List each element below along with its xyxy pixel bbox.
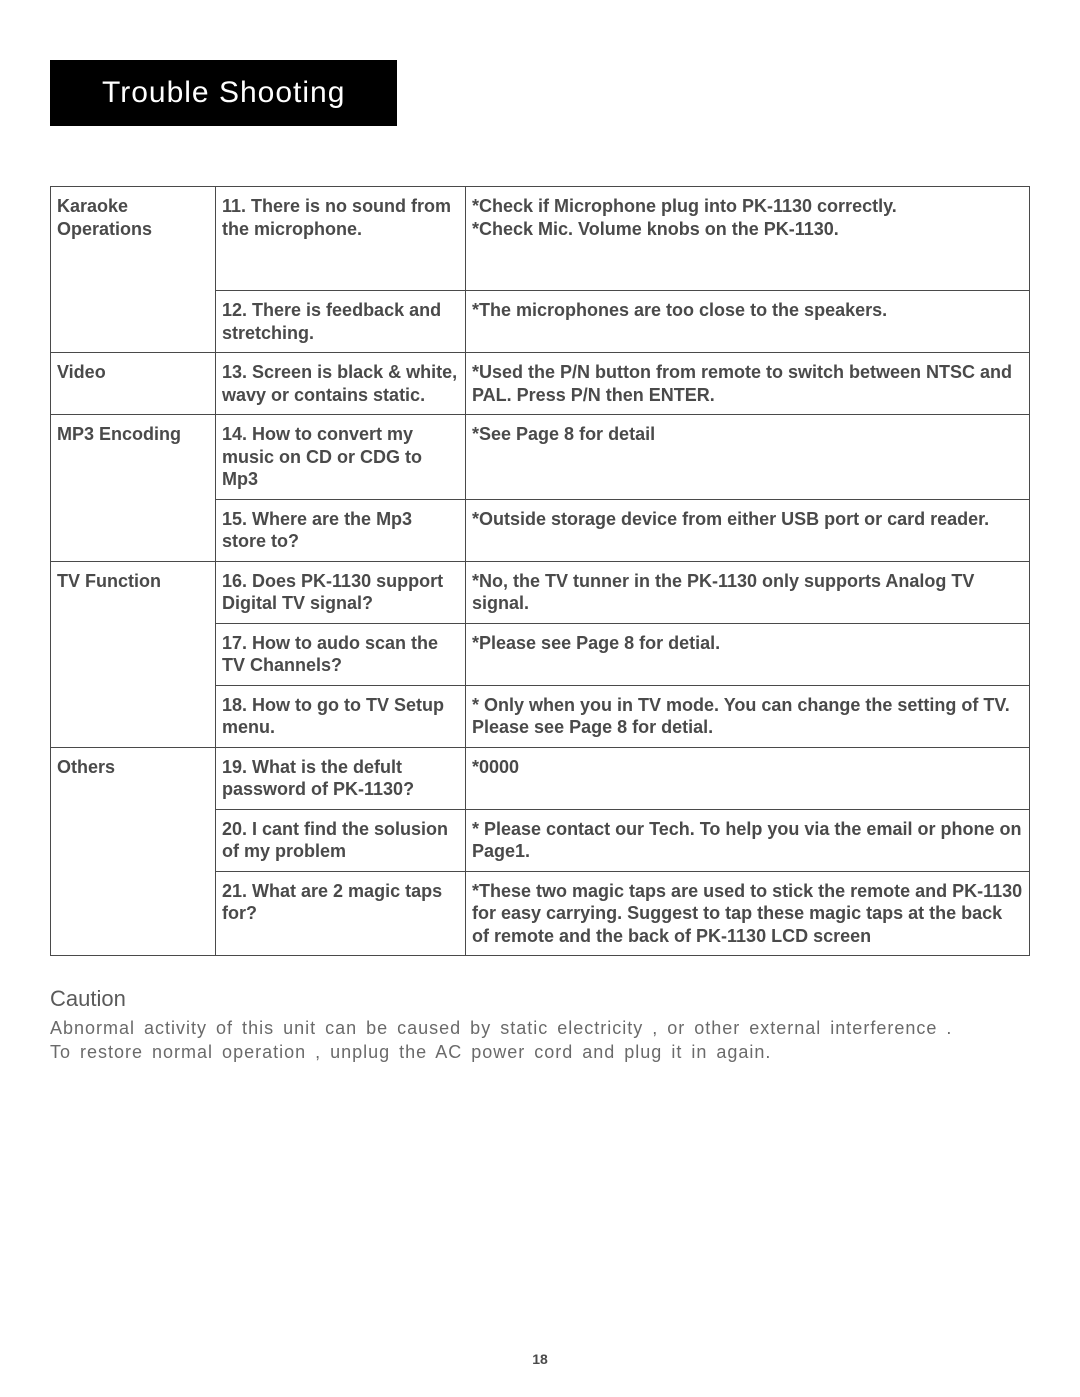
page-title: Trouble Shooting	[50, 60, 397, 126]
solution-cell: *No, the TV tunner in the PK-1130 only s…	[466, 561, 1030, 623]
problem-cell: 15. Where are the Mp3 store to?	[216, 499, 466, 561]
table-row: MP3 Encoding14. How to convert my music …	[51, 415, 1030, 500]
table-row: Others19. What is the defult password of…	[51, 747, 1030, 809]
solution-cell: * Only when you in TV mode. You can chan…	[466, 685, 1030, 747]
caution-body: Abnormal activity of this unit can be ca…	[50, 1016, 1030, 1065]
solution-cell: *Outside storage device from either USB …	[466, 499, 1030, 561]
problem-cell: 14. How to convert my music on CD or CDG…	[216, 415, 466, 500]
problem-cell: 20. I cant find the solusion of my probl…	[216, 809, 466, 871]
table-row: TV Function16. Does PK-1130 support Digi…	[51, 561, 1030, 623]
problem-cell: 13. Screen is black & white, wavy or con…	[216, 353, 466, 415]
category-cell: TV Function	[51, 561, 216, 747]
problem-cell: 18. How to go to TV Setup menu.	[216, 685, 466, 747]
category-cell: Karaoke Operations	[51, 187, 216, 353]
category-cell: MP3 Encoding	[51, 415, 216, 562]
solution-cell: *The microphones are too close to the sp…	[466, 291, 1030, 353]
solution-cell: *0000	[466, 747, 1030, 809]
problem-cell: 21. What are 2 magic taps for?	[216, 871, 466, 956]
problem-cell: 16. Does PK-1130 support Digital TV sign…	[216, 561, 466, 623]
solution-cell: * Please contact our Tech. To help you v…	[466, 809, 1030, 871]
problem-cell: 17. How to audo scan the TV Channels?	[216, 623, 466, 685]
solution-cell: *These two magic taps are used to stick …	[466, 871, 1030, 956]
table-row: Karaoke Operations11. There is no sound …	[51, 187, 1030, 291]
solution-cell: *See Page 8 for detail	[466, 415, 1030, 500]
page-number: 18	[0, 1351, 1080, 1367]
troubleshoot-table: Karaoke Operations11. There is no sound …	[50, 186, 1030, 956]
solution-cell: *Check if Microphone plug into PK-1130 c…	[466, 187, 1030, 291]
problem-cell: 12. There is feedback and stretching.	[216, 291, 466, 353]
solution-cell: *Used the P/N button from remote to swit…	[466, 353, 1030, 415]
page: Trouble Shooting Karaoke Operations11. T…	[0, 0, 1080, 1397]
table-row: Video13. Screen is black & white, wavy o…	[51, 353, 1030, 415]
problem-cell: 19. What is the defult password of PK-11…	[216, 747, 466, 809]
category-cell: Others	[51, 747, 216, 956]
solution-cell: *Please see Page 8 for detial.	[466, 623, 1030, 685]
category-cell: Video	[51, 353, 216, 415]
problem-cell: 11. There is no sound from the microphon…	[216, 187, 466, 291]
caution-heading: Caution	[50, 986, 1030, 1012]
